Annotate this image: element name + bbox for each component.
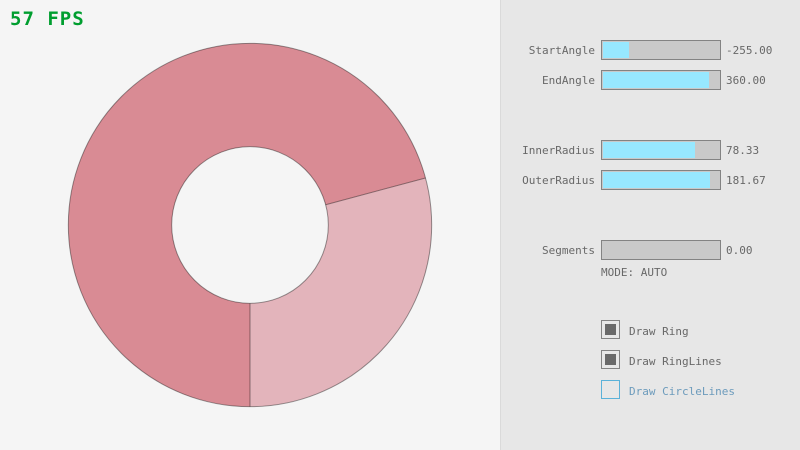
slider-row-segments: Segments 0.00	[501, 240, 800, 260]
control-panel: MODE: AUTO StartAngle -255.00 EndAngle 360.…	[500, 0, 800, 450]
inner-radius-label: InnerRadius	[522, 144, 595, 157]
start-angle-slider[interactable]	[601, 40, 721, 60]
end-angle-value: 360.00	[726, 74, 766, 87]
slider-row-end-angle: EndAngle 360.00	[501, 70, 800, 90]
ring-outer-outline	[67, 42, 433, 408]
slider-row-start-angle: StartAngle -255.00	[501, 40, 800, 60]
end-angle-label: EndAngle	[542, 74, 595, 87]
ring-preview	[67, 42, 433, 408]
outer-radius-slider-fill	[603, 172, 711, 188]
inner-radius-value: 78.33	[726, 144, 760, 157]
draw-ringlines-checkbox[interactable]	[601, 350, 620, 369]
segments-label: Segments	[542, 244, 595, 257]
fps-counter: 57 FPS	[10, 8, 85, 30]
end-angle-slider-fill	[603, 72, 710, 88]
ring-sector-dark	[68, 43, 426, 407]
end-angle-slider[interactable]	[601, 70, 721, 90]
outer-radius-value: 181.67	[726, 174, 766, 187]
draw-ring-checkbox[interactable]	[601, 320, 620, 339]
slider-row-outer-radius: OuterRadius 181.67	[501, 170, 800, 190]
segments-value: 0.00	[726, 244, 753, 257]
mode-label: MODE: AUTO	[601, 266, 668, 279]
inner-radius-slider-fill	[603, 142, 696, 158]
start-angle-label: StartAngle	[528, 44, 595, 57]
draw-circlelines-label: Draw CircleLines	[629, 385, 735, 398]
ring-inner-outline	[171, 146, 329, 304]
draw-ringlines-label: Draw RingLines	[629, 355, 722, 368]
slider-row-inner-radius: InnerRadius 78.33	[501, 140, 800, 160]
draw-ring-label: Draw Ring	[629, 325, 689, 338]
ring-sector-light	[250, 177, 432, 407]
outer-radius-slider[interactable]	[601, 170, 721, 190]
start-angle-slider-fill	[603, 42, 629, 58]
draw-ringlines-checkmark	[605, 354, 616, 365]
inner-radius-slider[interactable]	[601, 140, 721, 160]
draw-ring-checkmark	[605, 324, 616, 335]
ring-radial-line-105	[325, 177, 426, 206]
draw-circlelines-checkbox[interactable]	[601, 380, 620, 399]
segments-slider[interactable]	[601, 240, 721, 260]
start-angle-value: -255.00	[726, 44, 773, 57]
outer-radius-label: OuterRadius	[522, 174, 595, 187]
